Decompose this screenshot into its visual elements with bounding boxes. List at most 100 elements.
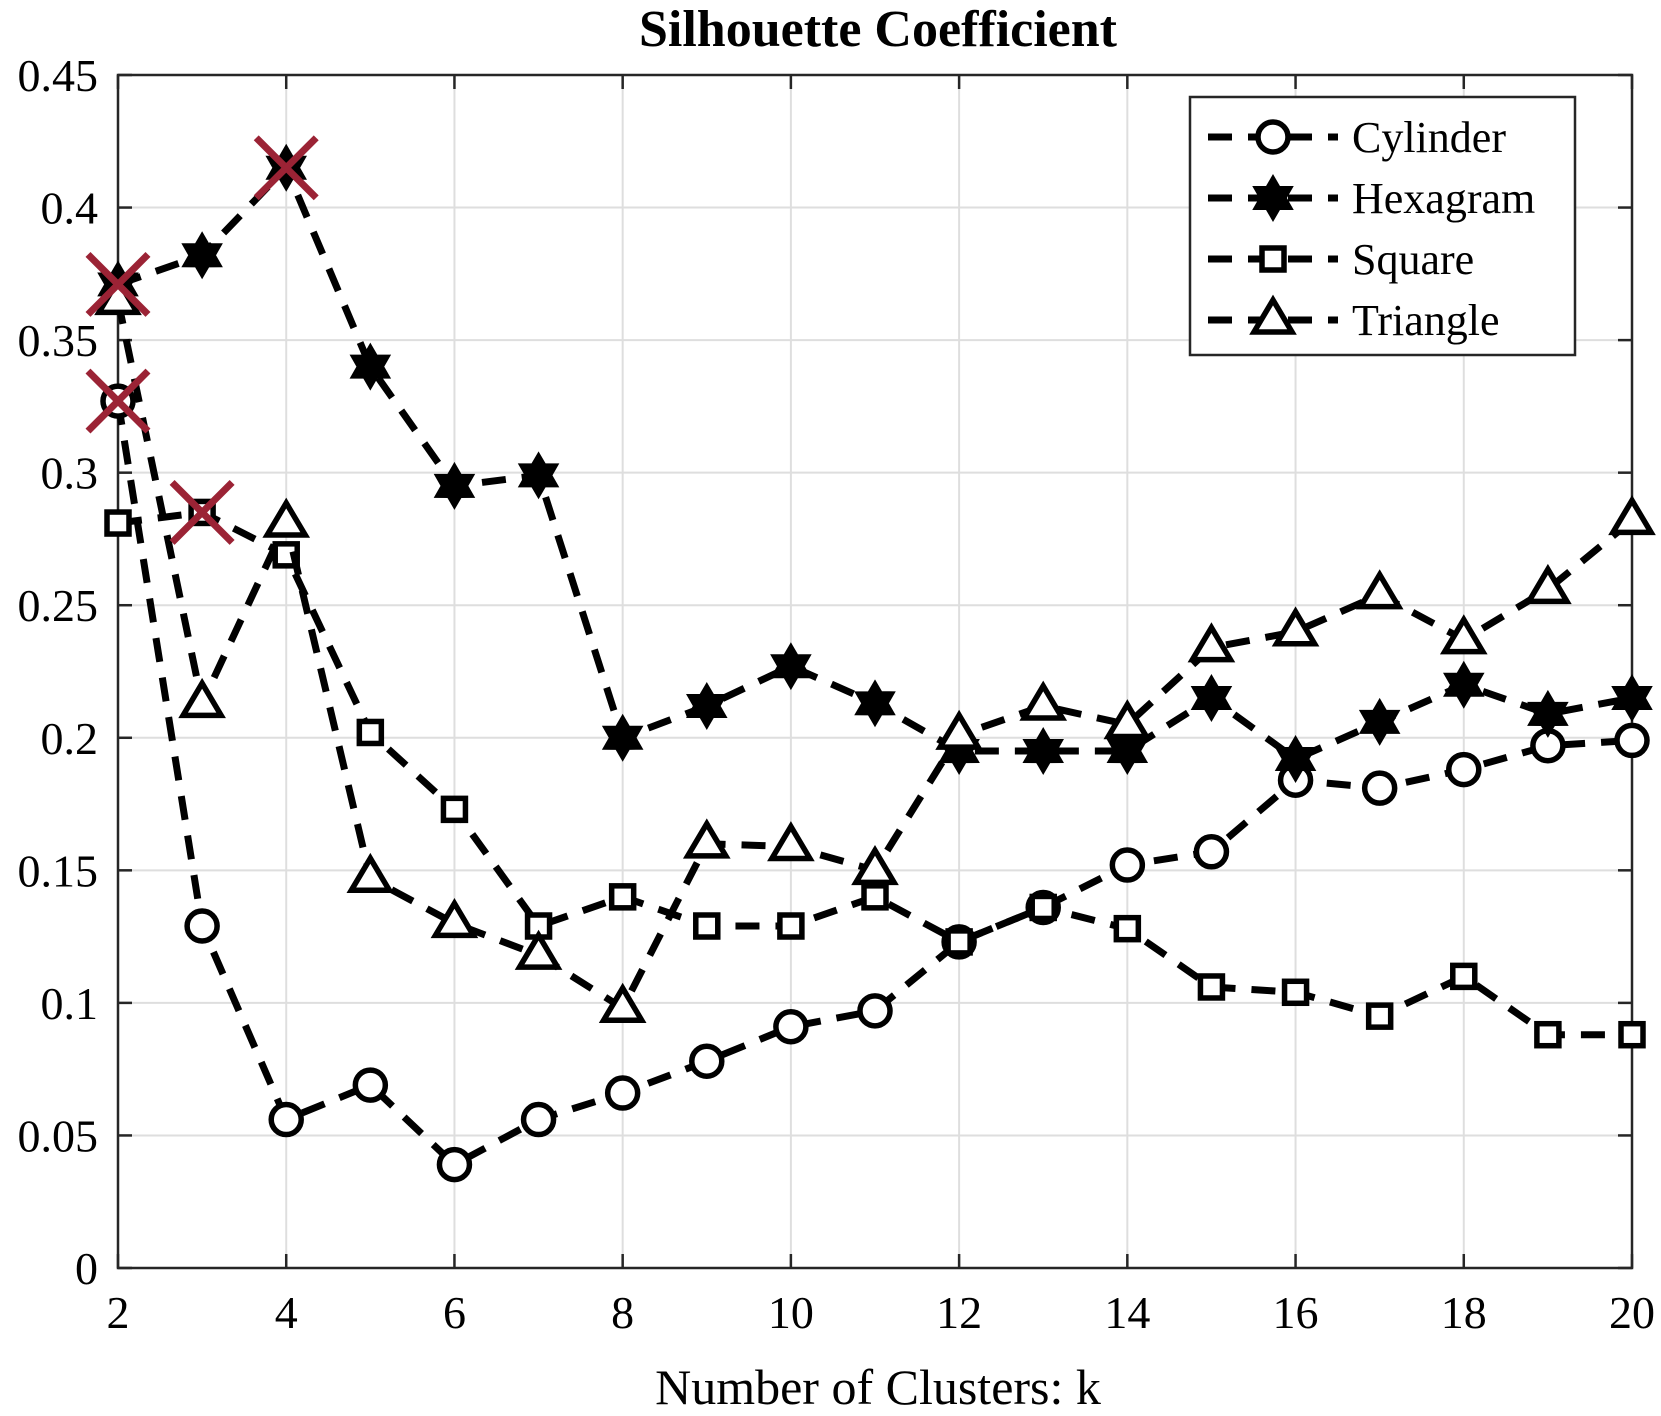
highlight-x-marker-3 [253,135,319,201]
y-tick-label-7: 0.35 [18,315,99,366]
point-triangle-k7 [514,929,563,970]
point-hexagram-k16 [1274,735,1317,783]
y-tick-label-8: 0.4 [41,183,99,234]
legend-marker-square [1259,245,1287,273]
point-triangle-k6 [430,897,479,939]
axes-frame [116,73,1634,1270]
x-axis-label: Number of Clusters: k [655,1359,1101,1415]
y-tick-label-4: 0.2 [41,713,99,764]
point-square-k2 [104,509,132,537]
x-tick-label-9: 20 [1609,1287,1655,1338]
legend-entry-hexagram: Hexagram [1204,174,1535,223]
point-hexagram-k8 [601,713,644,762]
chart-text: Silhouette Coefficient Number of Cluster… [18,1,1656,1415]
point-hexagram-k14 [1106,727,1149,776]
chart-title: Silhouette Coefficient [639,1,1118,58]
point-triangle-k15 [1187,622,1236,663]
highlight-x-stroke-b [85,368,151,434]
legend-entry-square: Square [1204,235,1474,284]
point-triangle-k9 [682,818,731,859]
legend-label-hexagram: Hexagram [1352,174,1535,223]
x-tick-label-8: 18 [1441,1287,1487,1338]
point-triangle-k20 [1608,495,1656,536]
highlight-x-stroke-b [253,135,319,201]
point-square-k9 [693,912,721,940]
y-tick-label-6: 0.3 [41,448,99,499]
x-tick-label-4: 10 [768,1287,814,1338]
point-square-k11 [861,883,889,911]
legend-entry-triangle: Triangle [1204,294,1500,345]
plot-frame [116,73,1634,1270]
x-tick-label-0: 2 [107,1287,130,1338]
point-hexagram-k20 [1611,674,1653,722]
highlight-x-markers [85,135,319,545]
legend-label-cylinder: Cylinder [1352,113,1506,162]
point-triangle-k17 [1355,569,1404,610]
legend-label-triangle: Triangle [1352,296,1500,345]
x-tick-label-5: 12 [936,1287,982,1338]
legend-marker-triangle [1249,294,1297,335]
point-cylinder-k10 [773,1008,809,1045]
highlight-x-marker-1 [85,368,151,434]
point-square-k16 [1281,978,1310,1007]
legend-marker-hexagram [1252,174,1294,222]
x-tick-label-3: 8 [611,1287,634,1338]
point-cylinder-k20 [1614,722,1650,759]
point-square-k6 [440,795,469,824]
point-cylinder-k14 [1109,847,1146,883]
point-cylinder-k17 [1361,770,1398,806]
x-tick-label-2: 6 [443,1287,466,1338]
y-tick-label-9: 0.45 [18,50,99,101]
point-square-k8 [608,883,637,911]
highlight-x-marker-2 [169,479,235,545]
point-triangle-k14 [1103,699,1152,740]
point-square-k13 [1029,893,1057,922]
point-hexagram-k15 [1190,674,1233,722]
point-triangle-k4 [262,497,311,538]
point-triangle-k10 [767,821,815,862]
point-triangle-k11 [851,844,899,886]
legend: Cylinder Hexagram Square Triangle [1188,95,1577,357]
point-cylinder-k7 [520,1101,557,1138]
point-triangle-k16 [1271,606,1320,647]
point-hexagram-k3 [181,231,223,280]
highlight-x-marker-0 [85,251,151,317]
x-tick-label-7: 16 [1273,1287,1319,1338]
point-hexagram-k5 [349,342,392,391]
point-triangle-k19 [1524,563,1572,605]
point-hexagram-k7 [517,451,560,500]
point-triangle-k5 [346,852,395,894]
point-hexagram-k19 [1527,689,1569,738]
y-tick-label-1: 0.05 [18,1110,99,1161]
point-hexagram-k11 [854,679,896,728]
highlight-x-stroke-b [85,251,151,317]
point-hexagram-k10 [770,642,812,691]
highlight-x-stroke-b [169,479,235,545]
y-tick-label-2: 0.1 [41,978,99,1029]
y-tick-label-3: 0.15 [18,845,99,896]
point-cylinder-k18 [1446,751,1482,788]
legend-label-square: Square [1352,235,1474,284]
point-triangle-k12 [935,709,983,750]
point-hexagram-k6 [433,461,476,510]
point-triangle-k13 [1019,680,1068,721]
point-triangle-k3 [178,677,226,719]
point-square-k20 [1618,1020,1646,1049]
series-triangle [94,274,1656,1023]
point-cylinder-k6 [436,1146,473,1183]
point-square-k17 [1365,1002,1394,1030]
y-tick-label-5: 0.25 [18,580,99,631]
point-hexagram-k13 [1022,727,1064,776]
point-triangle-k18 [1439,614,1488,655]
point-square-k19 [1534,1020,1562,1049]
point-triangle-k8 [598,982,647,1023]
point-hexagram-k9 [686,681,728,730]
point-cylinder-k3 [184,908,220,944]
point-cylinder-k9 [689,1043,725,1079]
point-cylinder-k8 [604,1075,641,1111]
point-square-k12 [945,928,973,956]
point-cylinder-k5 [352,1067,389,1103]
point-square-k5 [356,718,385,747]
